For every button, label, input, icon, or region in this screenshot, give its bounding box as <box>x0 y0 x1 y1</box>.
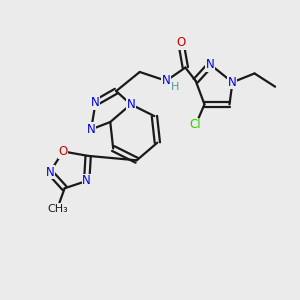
Text: N: N <box>206 58 215 71</box>
Text: O: O <box>176 36 185 49</box>
Text: H: H <box>171 82 179 92</box>
Text: N: N <box>87 123 95 136</box>
Text: N: N <box>228 76 237 89</box>
Text: Cl: Cl <box>190 118 202 131</box>
Text: N: N <box>91 96 100 110</box>
Text: N: N <box>127 98 135 111</box>
Text: CH₃: CH₃ <box>47 204 68 214</box>
Text: N: N <box>46 166 54 178</box>
Text: O: O <box>58 145 68 158</box>
Text: N: N <box>162 74 171 87</box>
Text: N: N <box>82 174 91 188</box>
